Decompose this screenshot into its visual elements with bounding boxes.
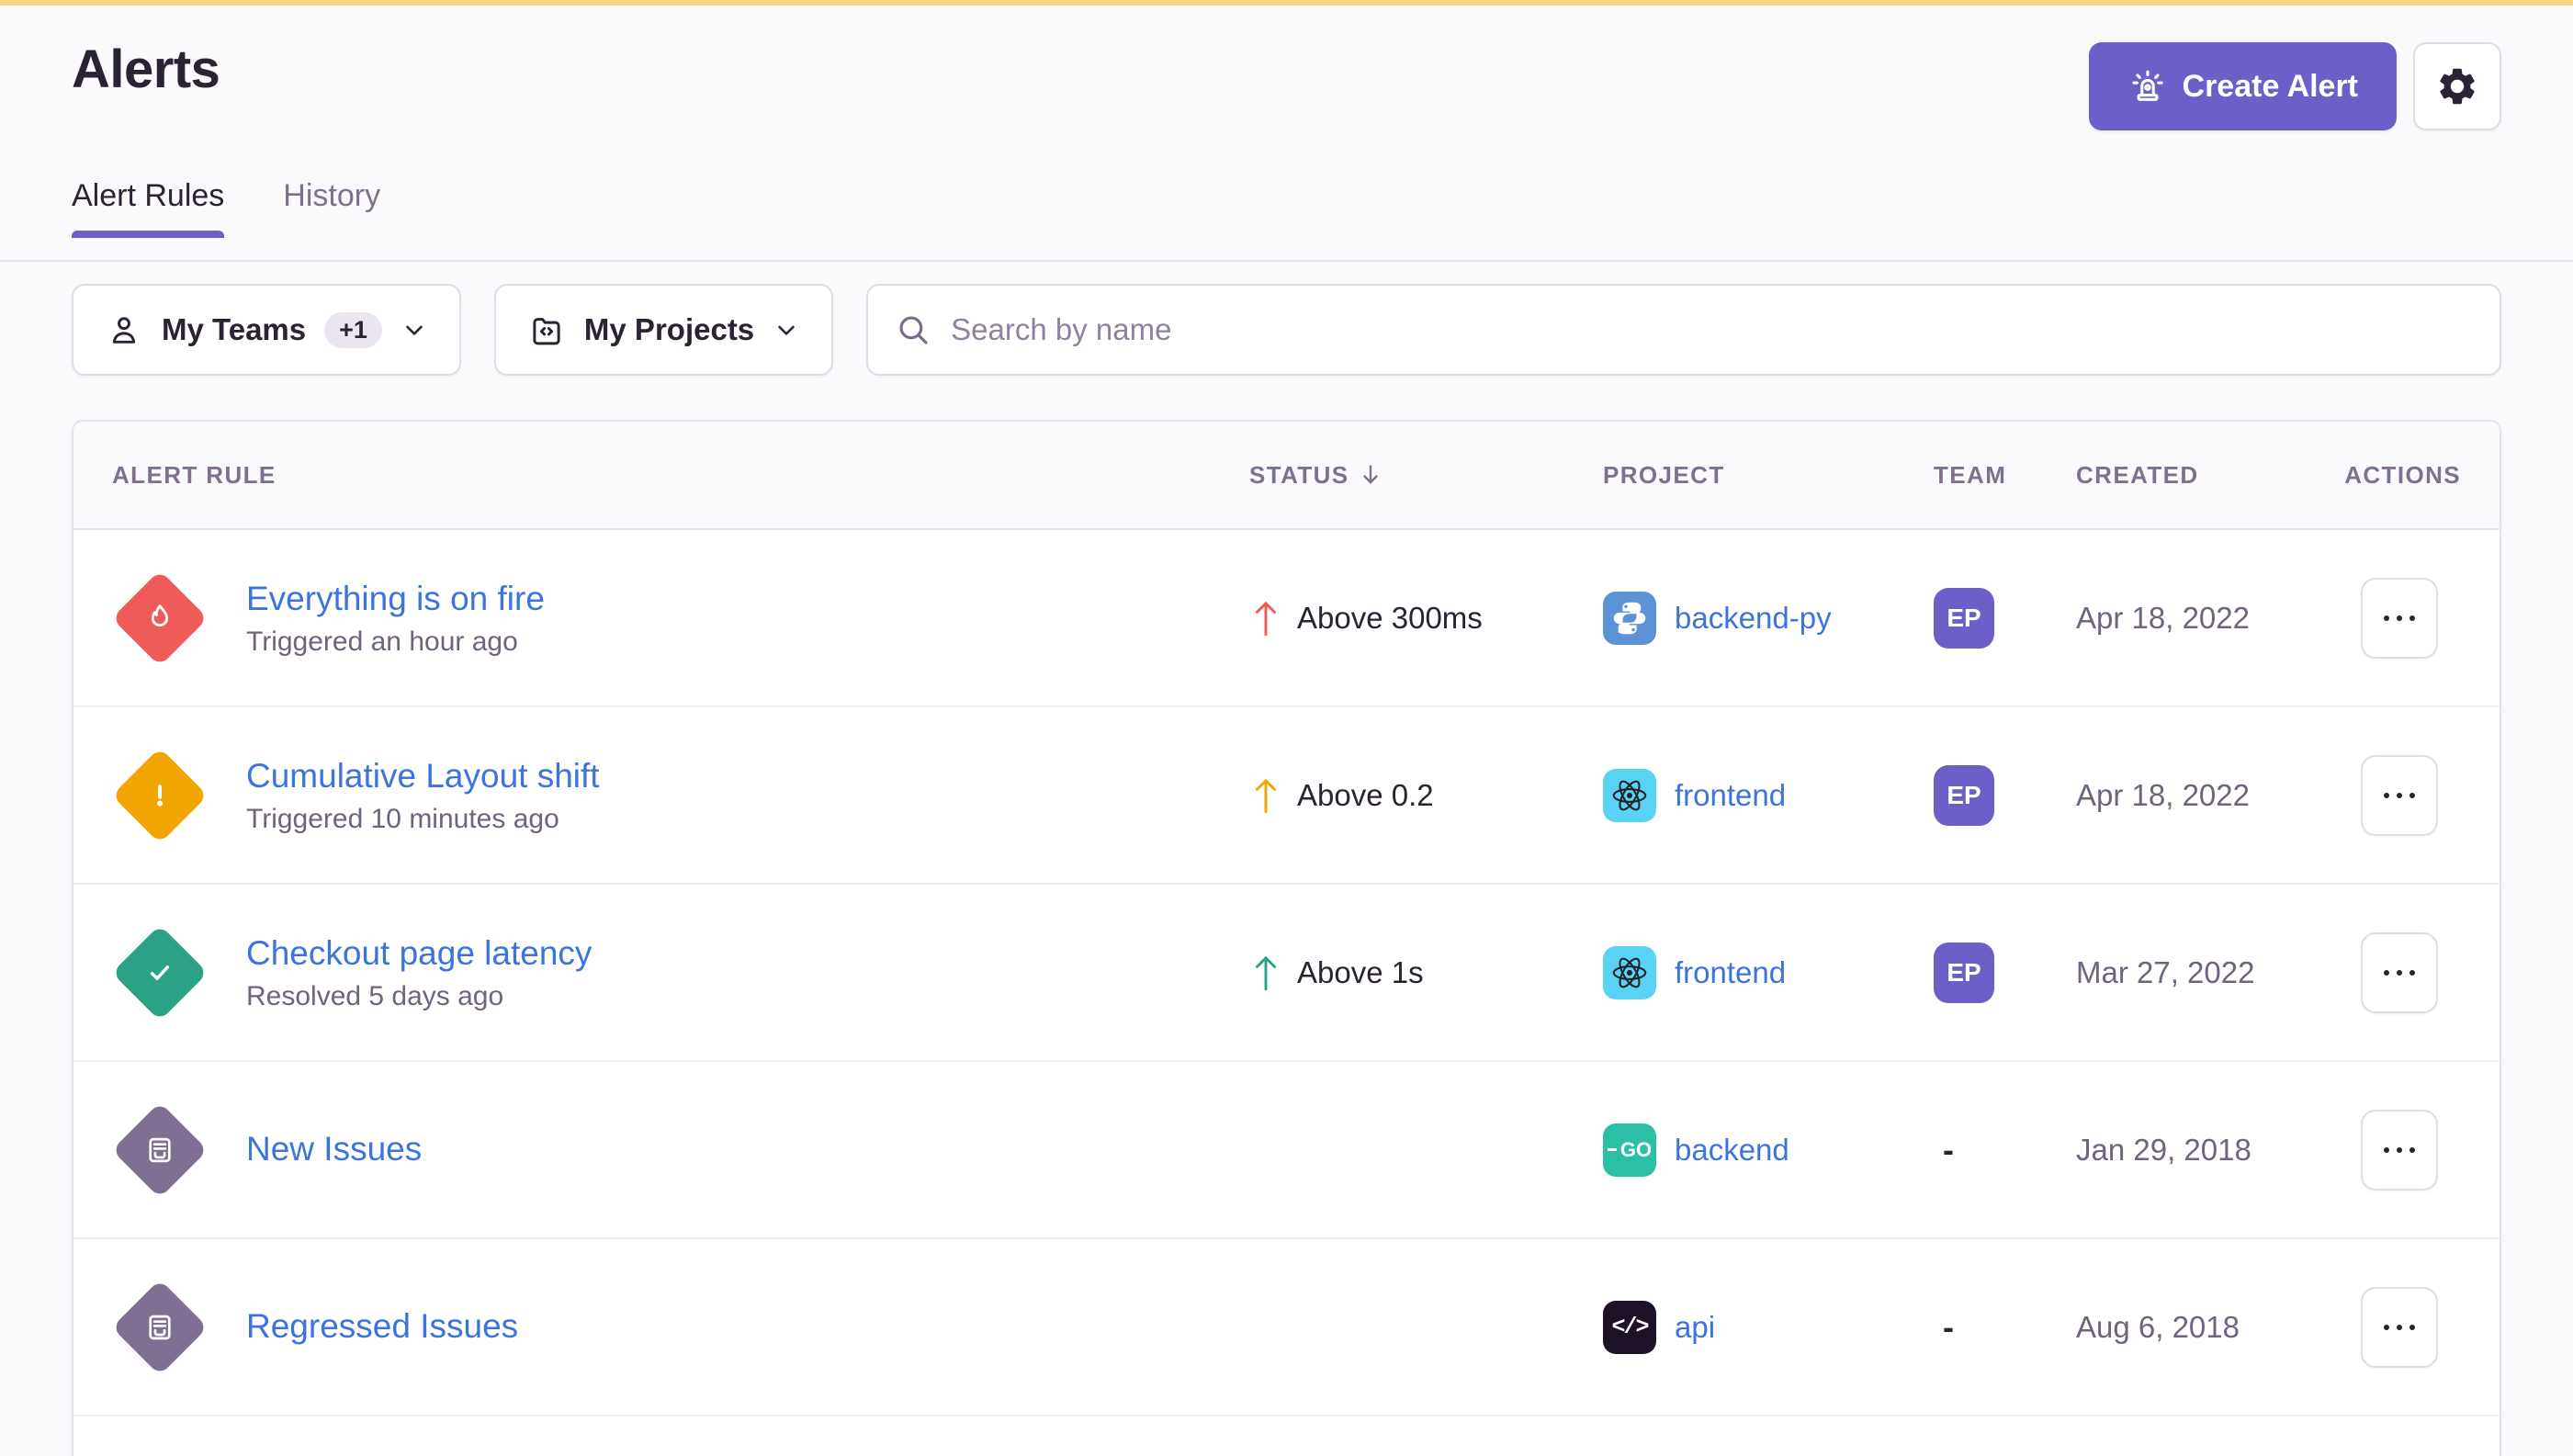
tab-alert-rules[interactable]: Alert Rules xyxy=(72,178,225,238)
filter-bar: My Teams +1 My Projects xyxy=(0,284,2573,376)
status-text: Above 1s xyxy=(1297,954,1424,989)
created-date: Apr 18, 2022 xyxy=(2076,600,2250,635)
active-tab-underline xyxy=(72,231,225,238)
issues-icon xyxy=(111,1101,209,1198)
ellipsis-icon xyxy=(2381,967,2418,978)
column-header-project: Project xyxy=(1603,460,1725,489)
project-link[interactable]: api xyxy=(1675,1309,1716,1344)
project-link[interactable]: backend xyxy=(1675,1132,1789,1167)
page-title: Alerts xyxy=(72,40,220,99)
row-actions-button[interactable] xyxy=(2361,1109,2438,1191)
alert-rule-link[interactable]: Checkout page latency xyxy=(246,934,592,973)
created-date: Aug 6, 2018 xyxy=(2076,1309,2240,1344)
create-alert-button[interactable]: Create Alert xyxy=(2088,42,2397,130)
siren-icon xyxy=(2127,66,2168,107)
status-text: Above 0.2 xyxy=(1297,777,1434,812)
fire-icon xyxy=(111,570,209,666)
arrow-down-icon xyxy=(1357,461,1384,489)
row-actions-button[interactable] xyxy=(2361,577,2438,659)
alert-rule-link[interactable]: Cumulative Layout shift xyxy=(246,757,600,796)
created-date: Jan 29, 2018 xyxy=(2076,1132,2251,1167)
teams-filter-button[interactable]: My Teams +1 xyxy=(72,284,461,376)
ellipsis-icon xyxy=(2381,613,2418,624)
teams-filter-label: My Teams xyxy=(162,312,307,346)
team-badge: EP xyxy=(1934,587,1994,649)
ellipsis-icon xyxy=(2381,1322,2418,1333)
column-header-alert-rule: Alert Rule xyxy=(112,460,276,489)
alert-rule-subtitle: Triggered 10 minutes ago xyxy=(246,803,559,834)
created-date: Mar 27, 2022 xyxy=(2076,954,2255,989)
teams-count-badge: +1 xyxy=(324,311,382,348)
alert-rule-subtitle: Triggered an hour ago xyxy=(246,626,518,657)
ellipsis-icon xyxy=(2381,790,2418,801)
table-row: Cumulative Layout shift Triggered 10 min… xyxy=(73,707,2500,885)
table-row: Everything is on fire Triggered an hour … xyxy=(73,530,2500,707)
top-accent-bar xyxy=(0,0,2573,6)
column-header-actions: Actions xyxy=(2344,460,2461,489)
team-empty: - xyxy=(1943,1130,1954,1168)
project-link[interactable]: backend-py xyxy=(1675,600,1832,635)
issues-icon xyxy=(111,1279,209,1375)
project-link[interactable]: frontend xyxy=(1675,954,1787,989)
created-date: Apr 18, 2022 xyxy=(2076,777,2250,812)
arrow-up-icon xyxy=(1249,775,1282,816)
project-link[interactable]: frontend xyxy=(1675,777,1787,812)
row-actions-button[interactable] xyxy=(2361,1286,2438,1368)
table-header-row: Alert Rule Status Project Team Created A… xyxy=(73,422,2500,530)
arrow-up-icon xyxy=(1249,953,1282,993)
table-row: Checkout page latency Resolved 5 days ag… xyxy=(73,885,2500,1062)
react-icon xyxy=(1603,945,1656,999)
table-row: New Issues GO backend - Jan 29, 2018 xyxy=(73,1062,2500,1239)
team-empty: - xyxy=(1943,1307,1954,1346)
header-divider xyxy=(0,260,2573,262)
alert-rule-link[interactable]: New Issues xyxy=(246,1130,423,1168)
table-row: Regressed Issues </> api - Aug 6, 2018 xyxy=(73,1239,2500,1416)
create-alert-label: Create Alert xyxy=(2182,68,2358,104)
search-container xyxy=(866,284,2501,376)
check-icon xyxy=(111,924,209,1021)
status-text: Above 300ms xyxy=(1297,600,1483,635)
column-header-team: Team xyxy=(1934,460,2007,489)
projects-filter-label: My Projects xyxy=(583,312,755,346)
react-icon xyxy=(1603,768,1656,822)
user-icon xyxy=(105,310,143,349)
chevron-down-icon xyxy=(401,316,428,344)
team-badge: EP xyxy=(1934,764,1994,826)
project-icon xyxy=(527,310,566,349)
row-actions-button[interactable] xyxy=(2361,931,2438,1013)
gear-icon xyxy=(2435,64,2479,108)
team-badge: EP xyxy=(1934,942,1994,1003)
column-header-created: Created xyxy=(2076,460,2199,489)
projects-filter-button[interactable]: My Projects xyxy=(493,284,834,376)
chevron-down-icon xyxy=(773,316,800,344)
warning-icon xyxy=(111,747,209,843)
alert-rule-link[interactable]: Everything is on fire xyxy=(246,580,545,618)
alert-rule-subtitle: Resolved 5 days ago xyxy=(246,980,504,1011)
settings-button[interactable] xyxy=(2413,42,2501,130)
alert-rule-link[interactable]: Regressed Issues xyxy=(246,1307,519,1346)
row-actions-button[interactable] xyxy=(2361,754,2438,836)
go-icon: GO xyxy=(1603,1123,1656,1177)
column-header-status[interactable]: Status xyxy=(1249,461,1603,490)
search-input[interactable] xyxy=(951,286,2474,374)
search-icon xyxy=(894,310,932,349)
alert-rules-table: Alert Rule Status Project Team Created A… xyxy=(72,420,2501,1456)
tab-bar: Alert Rules History xyxy=(72,178,2501,238)
code-icon: </> xyxy=(1603,1300,1656,1354)
tab-history[interactable]: History xyxy=(283,178,381,213)
ellipsis-icon xyxy=(2381,1145,2418,1156)
arrow-up-icon xyxy=(1249,598,1282,638)
python-icon xyxy=(1603,591,1656,645)
page-header: Alerts Create Alert xyxy=(0,6,2573,238)
